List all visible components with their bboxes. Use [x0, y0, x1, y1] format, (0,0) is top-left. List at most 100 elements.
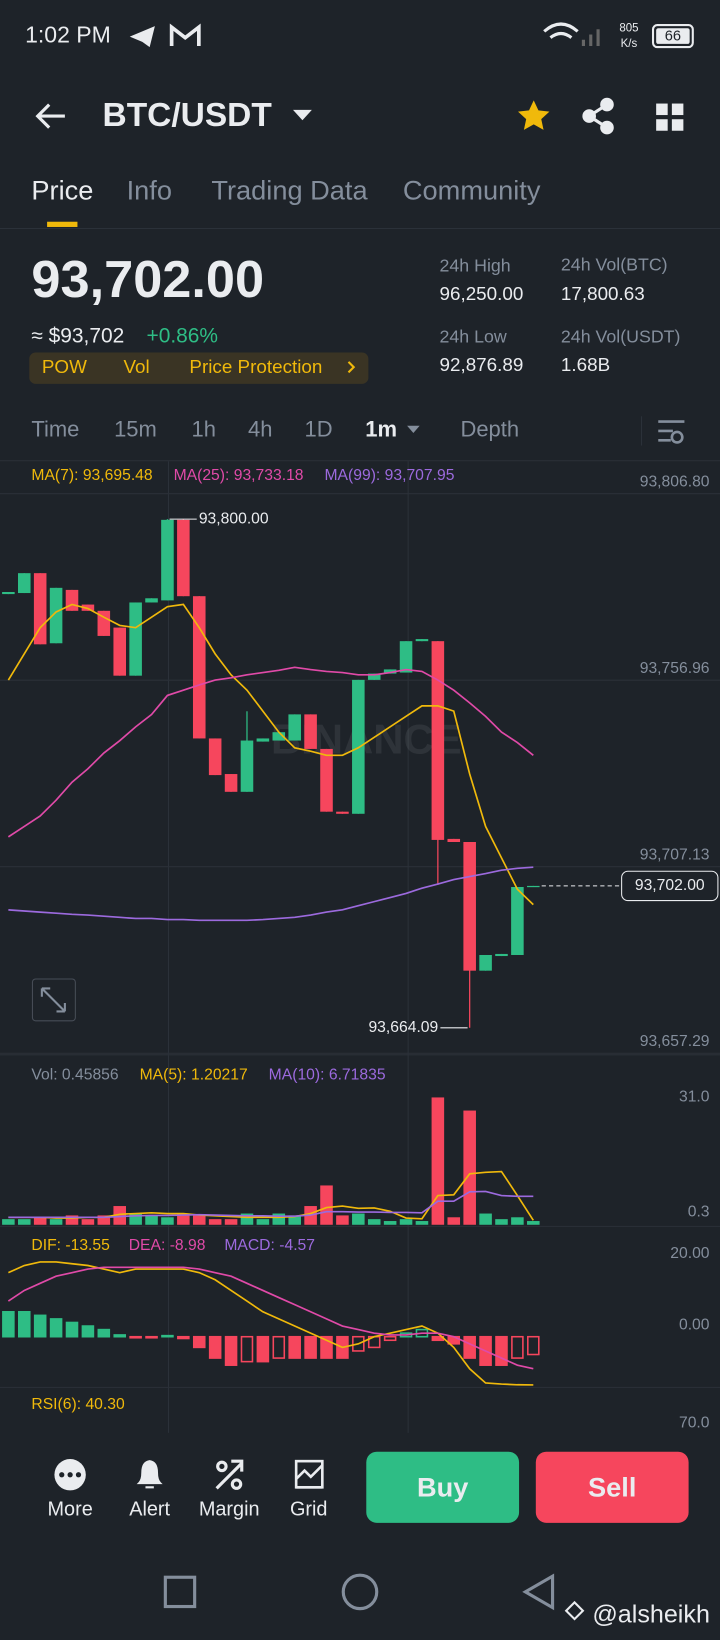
tab[interactable]: Community — [403, 175, 541, 206]
candle-body — [479, 954, 492, 971]
interval[interactable]: 15m — [114, 417, 157, 442]
grid-icon[interactable] — [294, 1459, 324, 1489]
candle-body — [192, 596, 206, 739]
volume-bar — [495, 1219, 508, 1225]
wifi-icon — [543, 22, 579, 39]
tab[interactable]: Info — [127, 175, 172, 206]
candle-body — [463, 842, 476, 971]
volume-bar — [65, 1215, 79, 1225]
volume-bar — [2, 1219, 15, 1225]
candle-body — [224, 774, 238, 792]
interval[interactable]: Depth — [460, 417, 519, 442]
volume-bar — [256, 1219, 270, 1225]
alert-icon[interactable] — [136, 1460, 163, 1489]
macd-bar — [240, 1335, 254, 1363]
macd-bar — [304, 1335, 317, 1359]
y-tick-label: 0.3 — [688, 1203, 710, 1220]
last-price-label: 93,702.00 — [635, 877, 705, 894]
tab[interactable]: Trading Data — [211, 175, 368, 206]
stat-label: 24h Vol(BTC) — [561, 254, 668, 274]
indicator-line — [7, 1266, 534, 1370]
interval[interactable]: 1D — [305, 417, 333, 442]
macd-bar — [177, 1335, 190, 1340]
y-tick-label: 20.00 — [670, 1245, 710, 1262]
margin-icon[interactable] — [215, 1459, 244, 1490]
nav-home[interactable] — [341, 1573, 379, 1611]
volume-bar — [447, 1217, 461, 1225]
tag[interactable]: Vol — [123, 356, 149, 377]
macd-bar — [208, 1335, 222, 1359]
chart-area: 93,806.80 93,756.96 93,707.13 93,657.29 BINA… — [0, 461, 720, 1433]
macd-bar — [33, 1314, 47, 1338]
tag[interactable]: Price Protection — [189, 356, 322, 377]
stat-label: 24h Low — [440, 327, 507, 347]
pair-dropdown[interactable] — [293, 109, 312, 121]
interval-dropdown[interactable] — [407, 425, 420, 434]
volume-bar — [161, 1217, 174, 1225]
volume-bar — [367, 1219, 381, 1225]
chart-settings[interactable] — [658, 420, 685, 444]
macd-bar — [463, 1335, 476, 1359]
nav-back[interactable] — [522, 1573, 555, 1611]
macd-bar — [383, 1335, 397, 1342]
watermark-user: @alsheikh — [592, 1601, 710, 1629]
y-tick-label: 70.0 — [679, 1415, 710, 1432]
sell-button[interactable] — [535, 1451, 689, 1523]
buy-button[interactable] — [366, 1451, 520, 1523]
volume-bar — [33, 1217, 47, 1225]
high-label: 93,800.00 — [199, 510, 269, 527]
candle-body — [256, 738, 270, 742]
battery-level — [656, 28, 690, 44]
nav-recents[interactable] — [163, 1575, 197, 1609]
legend-entry: DEA: -8.98 — [129, 1237, 206, 1254]
candle-body — [511, 886, 524, 955]
stat-value: 1.68B — [561, 354, 610, 375]
legend-entry: MA(7): 93,695.48 — [31, 467, 153, 484]
toolbar-label[interactable]: Margin — [199, 1499, 260, 1521]
volume-bar — [18, 1219, 31, 1225]
macd-bar — [352, 1335, 365, 1352]
buy-label[interactable]: Buy — [417, 1472, 468, 1503]
toolbar-label[interactable]: Alert — [129, 1499, 170, 1521]
share-button[interactable] — [582, 97, 614, 135]
volume-bar — [192, 1215, 206, 1225]
toolbar-label[interactable]: Grid — [290, 1499, 328, 1521]
clock: 1:02 PM — [25, 22, 111, 48]
candle-body — [81, 604, 95, 611]
pair-title[interactable]: BTC/USDT — [103, 97, 273, 134]
sell-label[interactable]: Sell — [588, 1472, 636, 1503]
legend-entry: MA(10): 6.71835 — [269, 1066, 386, 1083]
stat-value: 92,876.89 — [440, 354, 524, 375]
stat-value: 96,250.00 — [440, 283, 524, 304]
volume-bar — [240, 1213, 254, 1225]
tag[interactable]: POW — [42, 356, 87, 377]
candle-body — [49, 587, 63, 644]
toolbar-label[interactable]: More — [47, 1499, 92, 1521]
interval[interactable]: 4h — [248, 417, 272, 442]
menu-button[interactable] — [656, 103, 684, 131]
back-button[interactable] — [35, 103, 65, 129]
indicator-line — [8, 1261, 534, 1386]
volume-bar — [352, 1213, 365, 1225]
indicator-title: RSI(6): 40.30 — [31, 1396, 125, 1413]
favorite-button[interactable] — [518, 100, 550, 130]
interval[interactable]: Time — [31, 417, 79, 442]
candle-body — [208, 738, 222, 776]
signal-icon — [581, 29, 600, 47]
macd-bar — [288, 1335, 301, 1359]
candle-body — [367, 673, 381, 680]
macd-bar — [161, 1334, 174, 1338]
interval[interactable]: 1h — [192, 417, 216, 442]
macd-bar — [320, 1335, 333, 1359]
tag-bar[interactable] — [29, 352, 369, 384]
telegram-icon — [129, 26, 155, 48]
more-icon[interactable] — [54, 1459, 86, 1491]
interval[interactable]: 1m — [365, 417, 397, 442]
tab[interactable]: Price — [31, 175, 93, 206]
macd-bar — [527, 1335, 540, 1356]
volume-bar — [336, 1215, 349, 1225]
candle-body — [415, 639, 429, 642]
expand-button[interactable] — [31, 978, 76, 1022]
volume-bar — [81, 1219, 95, 1225]
